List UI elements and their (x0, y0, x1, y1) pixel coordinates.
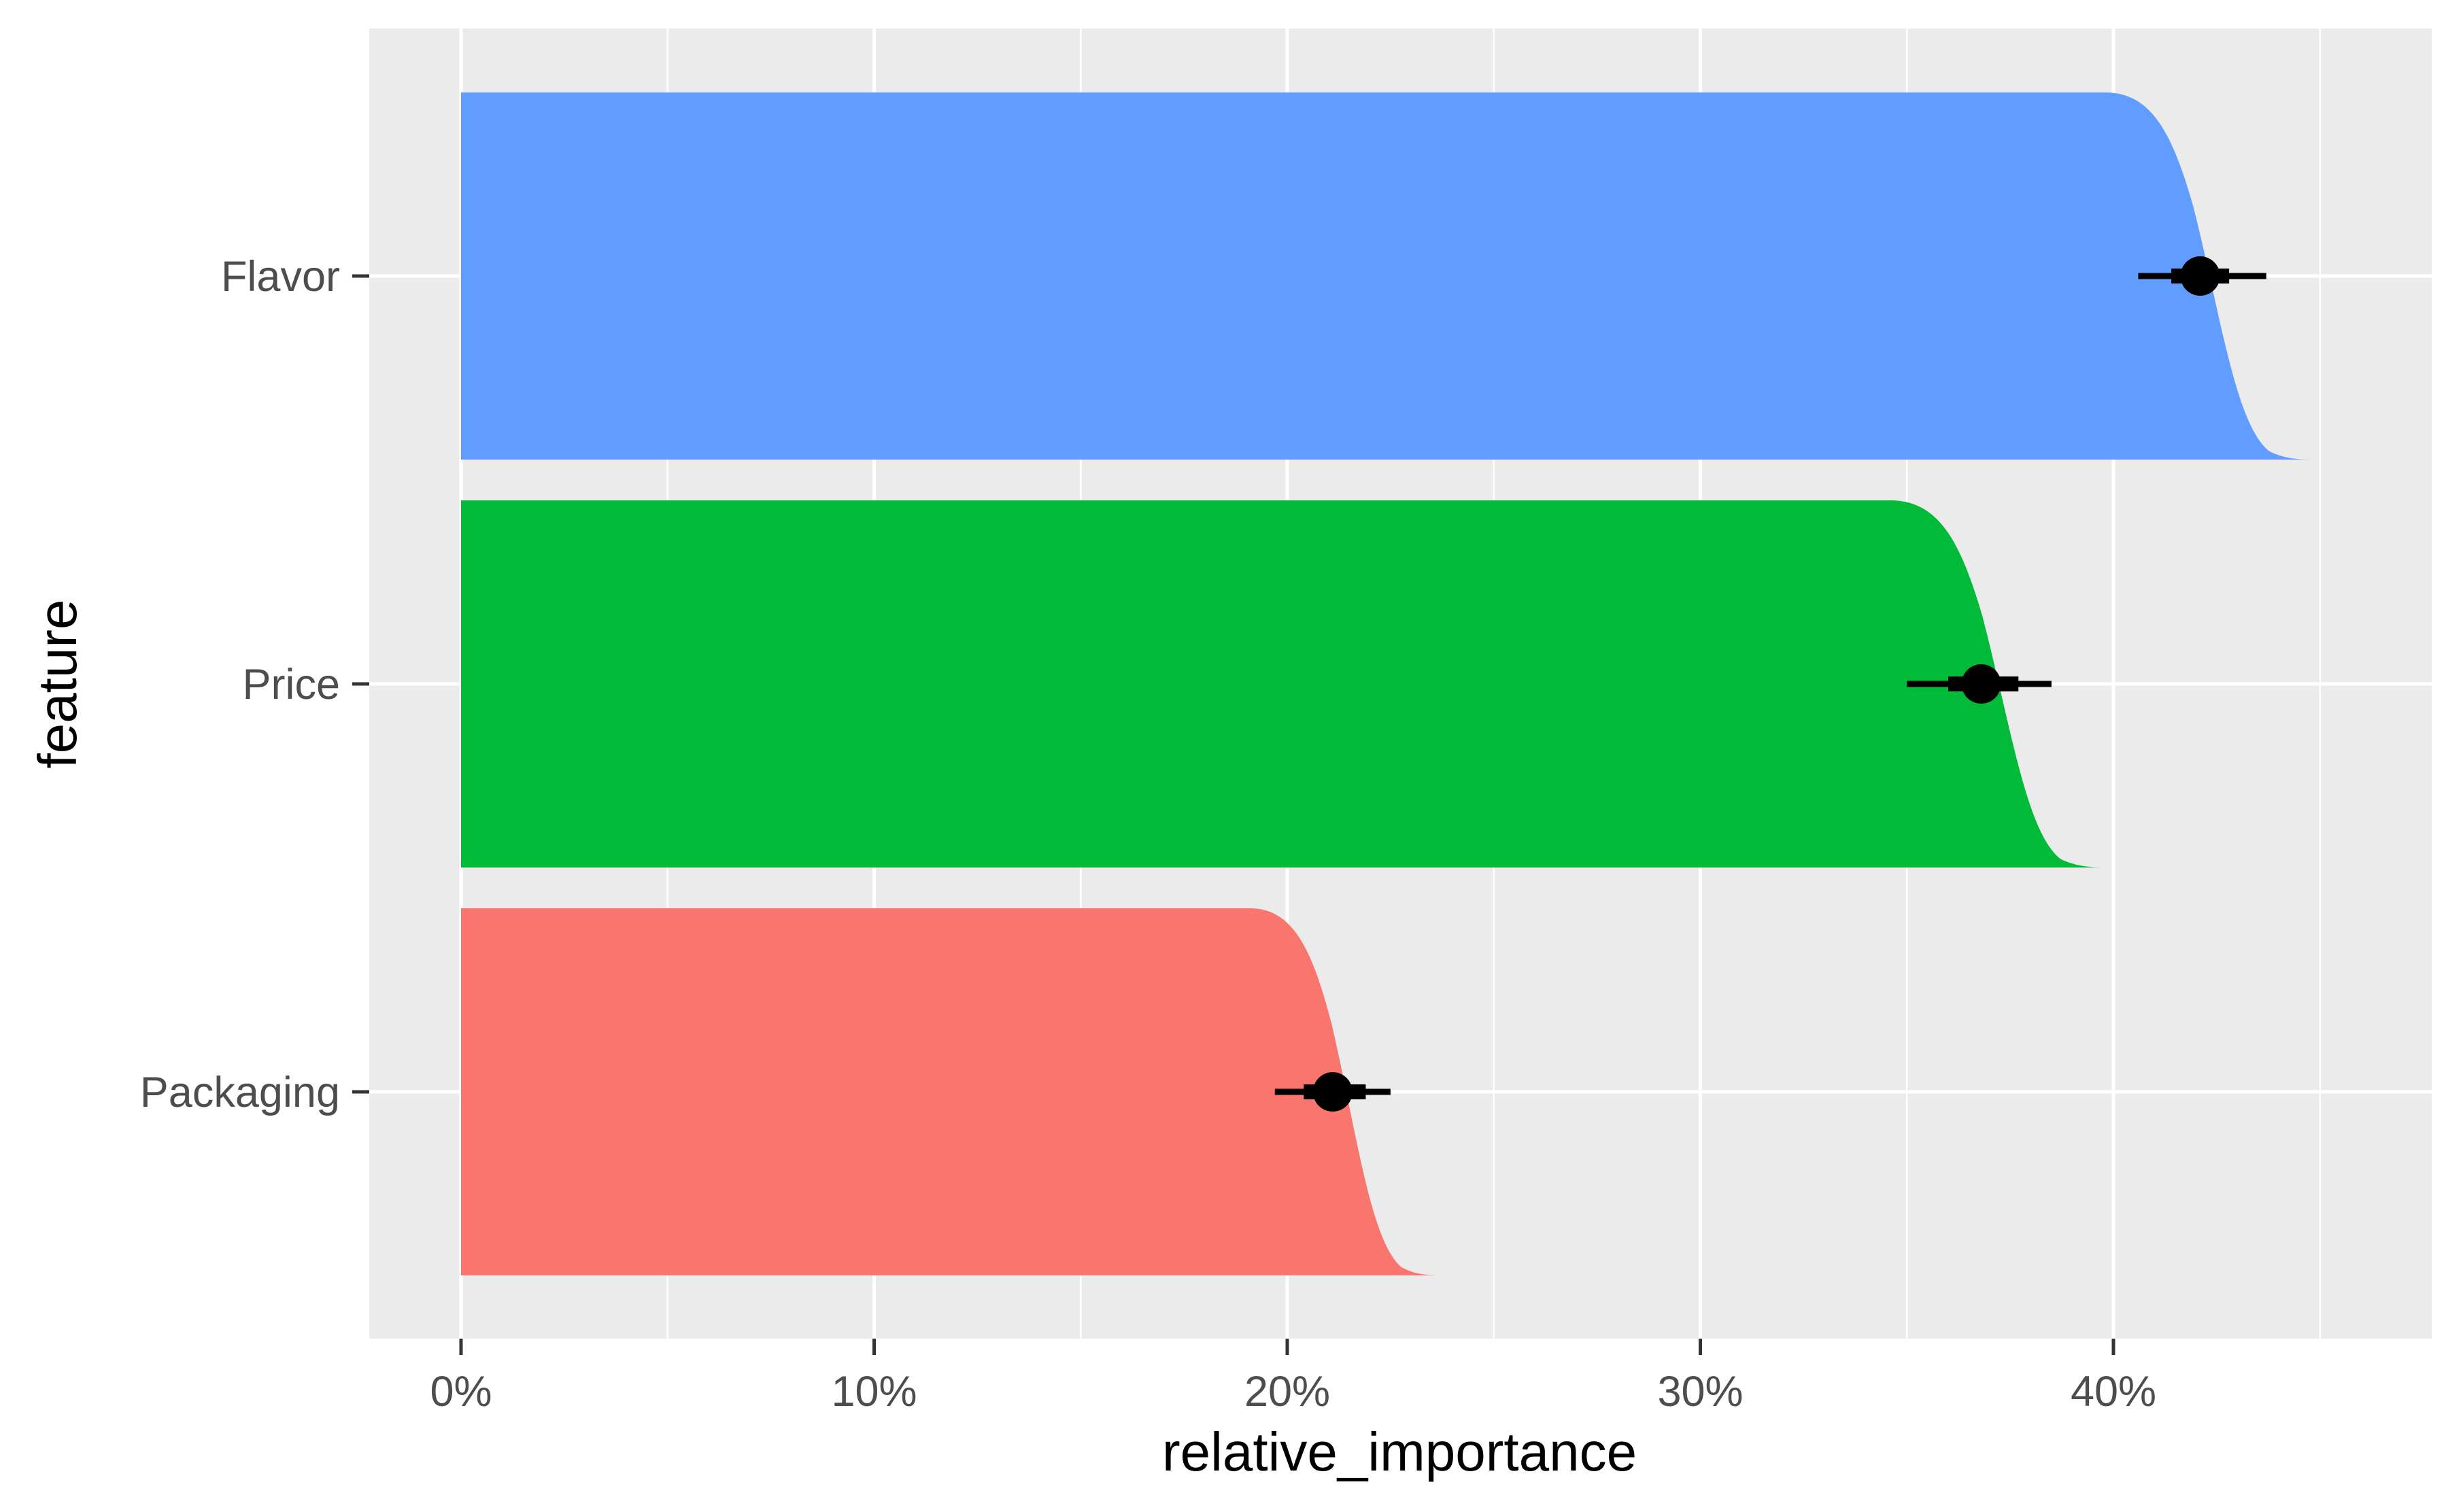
y-axis-title: feature (27, 599, 88, 768)
point-price (1961, 664, 2001, 704)
x-tick-label: 10% (831, 1368, 917, 1415)
point-flavor (2180, 256, 2220, 296)
x-tick-label: 40% (2071, 1368, 2156, 1415)
intervals (1274, 256, 2266, 1112)
slab-packaging (461, 908, 1444, 1275)
slab-flavor (461, 92, 2316, 460)
point-packaging (1312, 1072, 1353, 1112)
x-tick-label: 0% (430, 1368, 492, 1415)
y-axis: Flavor Price Packaging (140, 253, 369, 1116)
y-tick-label: Price (242, 661, 340, 708)
x-tick-label: 30% (1657, 1368, 1743, 1415)
slabs (461, 92, 2316, 1275)
x-axis-title: relative_importance (1162, 1422, 1637, 1482)
y-tick-label: Flavor (221, 253, 340, 300)
x-axis: 0% 10% 20% 30% 40% (430, 1339, 2156, 1415)
slab-price (461, 500, 2109, 867)
x-tick-label: 20% (1244, 1368, 1330, 1415)
y-tick-label: Packaging (140, 1069, 340, 1116)
